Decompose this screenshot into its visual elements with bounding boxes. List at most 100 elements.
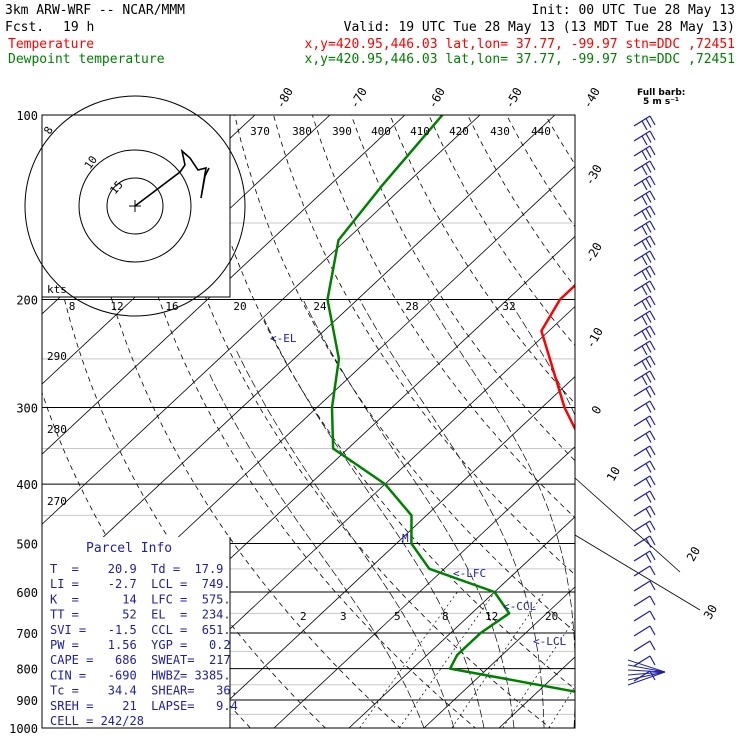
wind-barb: [633, 670, 656, 682]
dry-adiabat-320: [273, 115, 575, 576]
pressure-label-500: 500: [16, 537, 38, 551]
hodograph-ring-label-8: 8: [69, 300, 76, 313]
wind-barb: [633, 490, 656, 503]
wind-barb: [633, 355, 656, 371]
pressure-label-300: 300: [16, 401, 38, 415]
isotherm-extension-1: [574, 534, 701, 611]
moist-adiabat-16: [359, 299, 545, 728]
isotherm--10: [348, 516, 575, 728]
legend-temperature: Temperature: [8, 37, 94, 52]
moist-adiabat-8: [263, 318, 485, 728]
wind-barb: [633, 475, 656, 488]
wind-barb: [633, 160, 656, 176]
temp-tick-30: 30: [701, 602, 720, 622]
parcel-info-line: SVI = -1.5 CCL = 651.: [50, 623, 231, 637]
pressure-label-600: 600: [16, 586, 38, 600]
isotherm-0: [423, 586, 575, 728]
mixing-ratio-label-5: 5: [394, 610, 401, 623]
mixing-ratio-3: [399, 591, 496, 728]
pressure-label-200: 200: [16, 294, 38, 308]
low-wind-barb: [627, 659, 666, 673]
parcel-level-lfc: <-LFC: [453, 567, 486, 580]
dry-adiabat-410: [623, 115, 740, 740]
wind-barb: [633, 385, 656, 398]
theta-label-420: 420: [449, 125, 469, 138]
dry-adiabat-430: [701, 115, 740, 740]
wind-barb: [633, 280, 656, 296]
parcel-level-m: M: [402, 532, 409, 545]
theta-label-430: 430: [490, 125, 510, 138]
wind-barb: [633, 370, 656, 386]
barb-legend: Full barb: 5 m s⁻¹: [637, 88, 685, 107]
wind-barb: [633, 625, 656, 637]
parcel-info-line: LI = -2.7 LCL = 749.: [50, 577, 231, 591]
isotherm-20: [573, 726, 575, 728]
theta-label-370: 370: [250, 125, 270, 138]
temp-tick-20: 20: [684, 544, 703, 564]
parcel-level-el: <-EL: [270, 332, 297, 345]
isotherm-extension-0: [574, 477, 681, 573]
dry-adiabat-360: [428, 115, 575, 347]
theta-label-380: 380: [292, 125, 312, 138]
wind-barb: [633, 295, 656, 311]
theta-left-label-290: 290: [47, 350, 67, 363]
wind-barb: [633, 175, 656, 191]
pressure-label-800: 800: [16, 663, 38, 677]
parcel-info-panel: Parcel Info T = 20.9 Td = 17.9LI = -2.7 …: [42, 537, 238, 728]
hodograph-unit: kts: [47, 283, 67, 296]
wind-barb: [633, 220, 656, 236]
theta-label-410: 410: [410, 125, 430, 138]
isotherm--70: [42, 115, 556, 595]
barb-legend-value: 5 m s⁻¹: [643, 97, 679, 107]
isotherm-30: [649, 115, 740, 728]
dry-adiabat-300: [195, 115, 575, 690]
dewpoint-line: [326, 115, 575, 693]
wind-barbs: [627, 115, 666, 686]
temp-tick-0: 0: [589, 403, 605, 416]
dry-adiabat-400: [584, 115, 740, 740]
pressure-label-1000: 1000: [9, 722, 38, 736]
low-wind-barb: [627, 664, 666, 673]
sounding-profiles: [326, 115, 575, 693]
theta-label-390: 390: [332, 125, 352, 138]
mixing-ratio-label-20: 20: [545, 610, 558, 623]
mixing-ratio-12: [548, 685, 575, 728]
isotherm--40: [123, 305, 575, 728]
wind-barb: [633, 535, 656, 548]
valid-time: Valid: 19 UTC Tue 28 May 13 (13 MDT Tue …: [344, 20, 735, 35]
wind-barb: [633, 130, 656, 146]
theta-left-label-270: 270: [47, 495, 67, 508]
wind-barb: [633, 520, 656, 533]
parcel-info-line: CIN = -690 HWBZ= 3385.: [50, 668, 231, 682]
parcel-info-line: CELL = 242/28: [50, 714, 144, 728]
parcel-info-line: TT = 52 EL = 234.: [50, 608, 231, 622]
mixing-ratio-label-2: 2: [300, 610, 307, 623]
theta-label-400: 400: [371, 125, 391, 138]
mixing-ratio-5: [451, 591, 545, 728]
wind-barb: [633, 655, 656, 667]
hodograph-ring-1: [78, 149, 192, 263]
hodograph-label-10: 10: [82, 153, 100, 171]
pressure-label-400: 400: [16, 478, 38, 492]
hodograph-ring-label-24: 24: [313, 300, 327, 313]
low-wind-barb: [627, 671, 666, 681]
moist-adiabat-20: [427, 299, 575, 728]
parcel-info-line: PW = 1.56 YGP = 0.2: [50, 638, 231, 652]
temp-tick--10: -10: [583, 325, 606, 351]
temp-tick--70: -70: [347, 85, 370, 111]
wind-barb: [633, 460, 656, 473]
wind-barb: [633, 265, 656, 281]
moist-adiabat-24: [508, 299, 575, 416]
dry-adiabat-330: [312, 115, 575, 519]
temp-tick-10: 10: [604, 464, 623, 484]
wind-barb: [633, 205, 656, 221]
wind-barb: [633, 400, 656, 413]
mixing-ratio-label-12: 12: [485, 610, 498, 623]
parcel-level-ccl: <-CCL: [503, 600, 536, 613]
low-wind-barb: [627, 671, 666, 686]
theta-left-label-280: 280: [47, 423, 67, 436]
legend-dewpoint: Dewpoint temperature: [8, 52, 165, 67]
wind-barb: [633, 145, 656, 161]
